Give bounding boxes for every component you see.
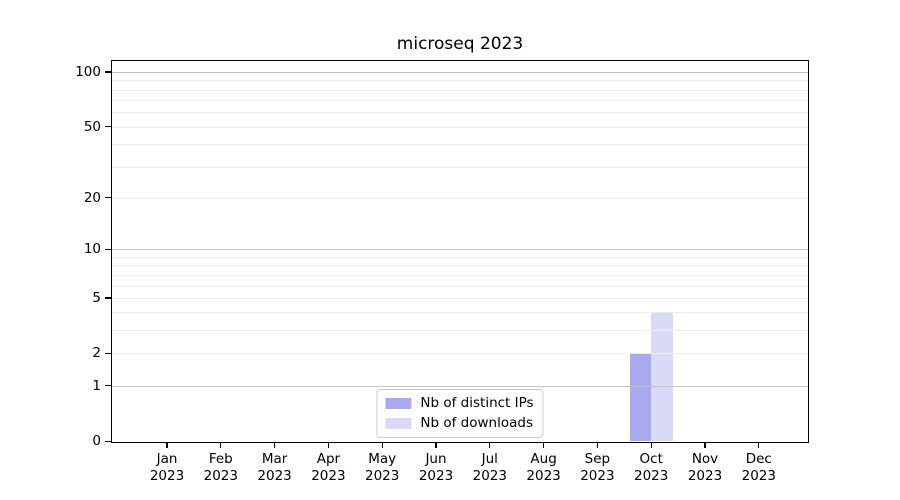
y-tick-label: 0 — [92, 433, 101, 450]
minor-gridline — [112, 126, 808, 128]
legend-item-distinct-ips: Nb of distinct IPs — [385, 395, 534, 412]
x-tick-label: Jan 2023 — [149, 451, 185, 484]
y-tick-label: 100 — [75, 64, 101, 81]
y-tick-mark — [104, 71, 111, 73]
minor-gridline — [112, 330, 808, 332]
minor-gridline — [112, 285, 808, 287]
plot-area: Nb of distinct IPs Nb of downloads 100 50… — [75, 60, 809, 484]
legend: Nb of distinct IPs Nb of downloads — [376, 389, 544, 438]
legend-item-downloads: Nb of downloads — [385, 415, 533, 432]
x-tick-label: Sep 2023 — [580, 451, 615, 484]
x-tick-label: Jun 2023 — [418, 451, 454, 484]
major-gridline — [112, 249, 808, 251]
x-tick-mark — [489, 443, 491, 449]
minor-gridline — [112, 80, 808, 82]
x-tick-mark — [650, 443, 652, 449]
major-gridline — [112, 72, 808, 74]
bar-distinct-ips — [629, 353, 652, 442]
y-tick-mark — [104, 352, 111, 355]
legend-label-distinct-ips: Nb of distinct IPs — [420, 395, 534, 411]
minor-gridline — [112, 312, 808, 314]
x-tick-label: Mar 2023 — [257, 451, 292, 484]
x-tick-label: Dec 2023 — [741, 451, 776, 484]
x-tick-label: Oct 2023 — [634, 451, 669, 484]
y-tick-mark — [104, 248, 111, 251]
minor-gridline — [112, 112, 808, 114]
x-tick-mark — [220, 443, 222, 449]
y-tick-label: 20 — [83, 189, 101, 206]
minor-gridline — [112, 144, 808, 146]
minor-gridline — [112, 89, 808, 91]
y-tick-mark — [104, 196, 111, 199]
x-tick-label: Feb 2023 — [203, 451, 238, 484]
x-tick-label: Aug 2023 — [526, 451, 561, 484]
minor-gridline — [112, 353, 808, 355]
y-tick-label: 2 — [92, 345, 101, 362]
minor-gridline — [112, 100, 808, 102]
legend-swatch-downloads — [385, 418, 412, 429]
x-tick-label: Nov 2023 — [687, 451, 723, 484]
minor-gridline — [112, 197, 808, 199]
x-tick-mark — [542, 443, 545, 449]
x-tick-mark — [596, 443, 599, 449]
x-tick-mark — [381, 443, 383, 449]
legend-swatch-distinct-ips — [385, 398, 412, 409]
x-tick-mark — [166, 443, 168, 449]
y-tick-label: 50 — [83, 118, 101, 135]
bar-downloads — [651, 312, 673, 442]
x-tick-label: Jul 2023 — [472, 451, 507, 484]
minor-gridline — [112, 297, 808, 299]
y-tick-label: 5 — [92, 289, 101, 306]
major-gridline — [112, 385, 808, 387]
minor-gridline — [112, 274, 808, 276]
minor-gridline — [112, 265, 808, 267]
x-tick-mark — [327, 443, 330, 449]
x-tick-label: May 2023 — [365, 451, 400, 484]
x-tick-label: Apr 2023 — [311, 451, 346, 484]
chart-title: microseq 2023 — [396, 34, 524, 54]
y-tick-mark — [104, 440, 111, 442]
legend-label-downloads: Nb of downloads — [420, 415, 533, 431]
y-tick-label: 10 — [83, 241, 101, 258]
minor-gridline — [112, 166, 808, 168]
x-tick-mark — [273, 443, 276, 449]
y-tick-mark — [104, 126, 111, 128]
x-tick-mark — [704, 443, 706, 449]
minor-gridline — [112, 257, 808, 259]
x-tick-mark — [758, 443, 760, 449]
y-tick-mark — [104, 385, 111, 387]
y-tick-label: 1 — [92, 377, 101, 394]
y-tick-mark — [104, 297, 111, 299]
x-tick-mark — [435, 443, 437, 449]
